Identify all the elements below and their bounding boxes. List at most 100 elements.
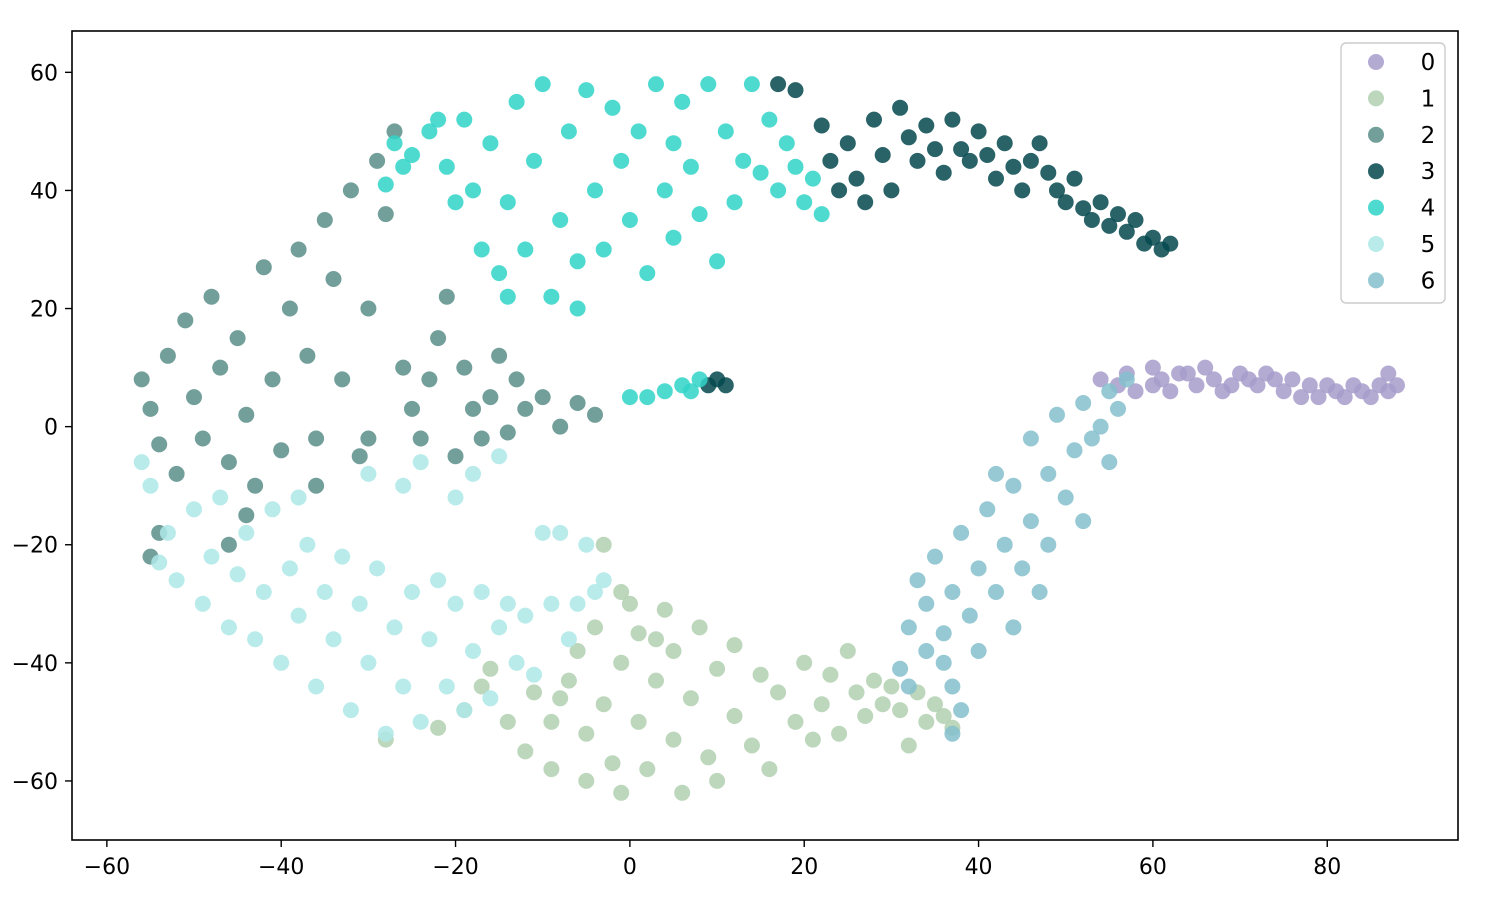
point-series-4 (587, 182, 603, 199)
point-series-4 (473, 241, 490, 258)
point-series-5 (159, 524, 176, 541)
x-tick-label: −20 (432, 855, 478, 880)
point-series-2 (473, 430, 490, 447)
point-series-0 (1266, 371, 1283, 388)
point-series-1 (613, 784, 630, 801)
point-series-4 (560, 123, 577, 140)
point-series-4 (656, 182, 673, 199)
point-series-2 (168, 465, 185, 482)
point-series-1 (630, 713, 647, 730)
legend-marker-1 (1368, 90, 1384, 107)
point-series-2 (360, 430, 377, 447)
point-series-0 (1144, 359, 1161, 376)
point-series-2 (465, 400, 481, 417)
point-series-1 (430, 719, 447, 736)
legend-marker-0 (1368, 54, 1384, 70)
point-series-1 (918, 713, 935, 730)
point-series-3 (1101, 217, 1118, 234)
point-series-4 (682, 158, 699, 175)
point-series-3 (996, 135, 1013, 152)
point-series-2 (194, 430, 211, 447)
point-series-3 (1075, 200, 1092, 217)
point-series-0 (1380, 365, 1397, 382)
point-series-2 (342, 182, 359, 199)
point-series-5 (412, 713, 429, 730)
point-series-5 (552, 524, 569, 541)
point-series-4 (761, 111, 778, 128)
point-series-0 (1293, 389, 1310, 406)
point-series-5 (168, 572, 185, 589)
point-series-6 (1005, 619, 1022, 636)
point-series-1 (822, 666, 839, 683)
point-series-2 (299, 347, 316, 364)
legend-label: 6 (1421, 268, 1436, 294)
point-series-1 (526, 684, 542, 701)
point-series-2 (386, 123, 403, 140)
point-series-6 (1101, 454, 1118, 471)
point-series-2 (308, 430, 325, 447)
point-series-6 (909, 572, 926, 589)
point-series-4 (569, 300, 586, 317)
y-tick-label: 20 (30, 298, 58, 323)
point-series-3 (1162, 235, 1179, 252)
point-series-1 (709, 772, 726, 789)
point-series-1 (630, 625, 647, 642)
point-series-1 (866, 672, 882, 689)
point-series-4 (735, 152, 752, 169)
point-series-3 (961, 152, 978, 169)
point-series-0 (1162, 383, 1179, 400)
point-series-6 (1110, 400, 1126, 417)
point-series-3 (988, 170, 1004, 187)
point-series-3 (944, 111, 961, 128)
point-series-2 (447, 448, 464, 465)
point-series-3 (787, 82, 804, 99)
y-tick-label: 0 (44, 416, 58, 441)
point-series-2 (517, 400, 534, 417)
y-tick-label: −40 (12, 652, 58, 677)
point-series-5 (517, 607, 534, 624)
point-series-6 (988, 465, 1004, 482)
point-series-4 (796, 194, 813, 211)
point-series-3 (953, 141, 970, 158)
point-series-6 (892, 660, 909, 677)
legend-label: 2 (1421, 123, 1436, 149)
point-series-1 (796, 654, 813, 671)
point-series-4 (404, 147, 420, 163)
point-series-0 (1310, 389, 1327, 406)
point-series-1 (726, 708, 743, 724)
point-series-5 (491, 448, 508, 465)
point-series-4 (787, 158, 804, 175)
point-series-4 (578, 82, 595, 99)
point-series-1 (473, 678, 490, 695)
point-series-6 (1031, 584, 1048, 600)
point-series-6 (935, 625, 952, 642)
point-series-6 (1022, 513, 1039, 530)
point-series-6 (1014, 560, 1031, 577)
point-series-4 (804, 170, 821, 187)
point-series-2 (508, 371, 525, 388)
point-series-5 (421, 631, 438, 648)
point-series-5 (595, 572, 612, 589)
point-series-3 (1083, 212, 1100, 228)
point-series-4 (604, 99, 621, 116)
point-series-3 (883, 182, 900, 199)
point-series-5 (212, 489, 229, 506)
point-series-1 (543, 713, 560, 730)
point-series-2 (203, 288, 220, 305)
point-series-4 (465, 182, 481, 199)
point-series-1 (900, 737, 917, 754)
point-series-6 (900, 619, 917, 636)
x-axis: −60 −40 −20 0 20 40 60 80 (84, 840, 1341, 880)
point-series-3 (1049, 182, 1065, 199)
point-series-5 (369, 560, 386, 577)
point-series-6 (944, 678, 961, 695)
point-series-4 (648, 76, 664, 93)
point-series-6 (1118, 371, 1135, 388)
point-series-5 (534, 524, 551, 541)
point-series-4 (430, 111, 447, 128)
legend-label: 1 (1421, 86, 1436, 112)
point-series-1 (613, 654, 630, 671)
point-series-2 (404, 400, 420, 417)
point-series-0 (1197, 359, 1214, 376)
